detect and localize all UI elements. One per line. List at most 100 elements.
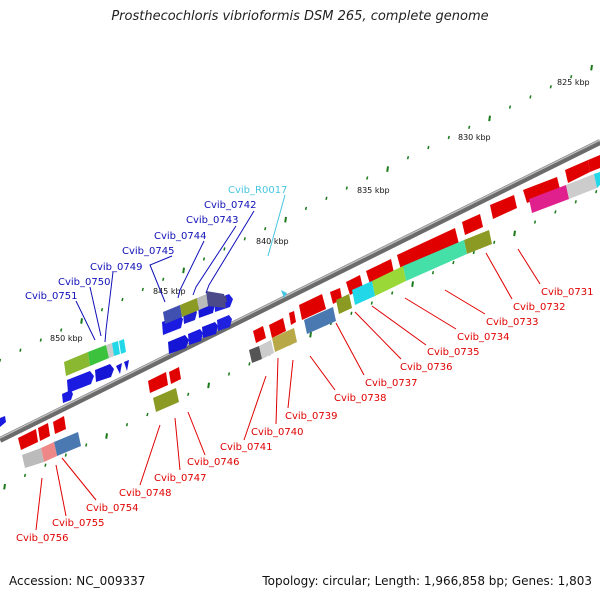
top-gene-labels: Cvib_R0017 Cvib_0742 Cvib_0743 Cvib_0744… xyxy=(25,185,287,302)
gene-feature[interactable] xyxy=(148,372,168,393)
scale-tick xyxy=(39,338,42,342)
scale-tick xyxy=(227,372,231,376)
scale-tick xyxy=(23,473,27,478)
gene-label[interactable]: Cvib_0732 xyxy=(513,302,565,313)
gene-label[interactable]: Cvib_0754 xyxy=(86,503,138,514)
gene-feature[interactable] xyxy=(462,214,483,235)
scale-tick xyxy=(411,281,414,287)
gene-label[interactable]: Cvib_0750 xyxy=(58,277,110,288)
gene-label[interactable]: Cvib_0751 xyxy=(25,291,77,302)
gene-feature[interactable] xyxy=(124,360,129,371)
forward-category-band xyxy=(64,291,227,376)
scale-tick xyxy=(508,105,512,109)
bottom-gene-labels: Cvib_0731 Cvib_0732 Cvib_0733 Cvib_0734 … xyxy=(16,287,593,544)
scale-tick xyxy=(493,240,496,244)
gene-feature[interactable] xyxy=(490,195,517,219)
gene-feature[interactable] xyxy=(565,160,590,183)
gene-label[interactable]: Cvib_0747 xyxy=(154,473,206,484)
gene-feature[interactable] xyxy=(0,416,6,427)
gene-label[interactable]: Cvib_0744 xyxy=(154,231,206,242)
scale-tick xyxy=(325,196,328,200)
gene-label[interactable]: Cvib_0734 xyxy=(457,332,509,343)
gene-label[interactable]: Cvib_0743 xyxy=(186,215,238,226)
scale-tick xyxy=(85,443,88,447)
scale-tick xyxy=(452,260,455,265)
gene-label[interactable]: Cvib_0742 xyxy=(204,200,256,211)
reverse-strand-genes xyxy=(18,155,600,450)
scale-tick xyxy=(549,85,552,89)
genome-backbone xyxy=(0,139,600,443)
scale-tick xyxy=(595,190,598,194)
scale-tick xyxy=(447,135,450,140)
gene-feature[interactable] xyxy=(38,423,50,441)
scale-tick xyxy=(100,308,104,312)
scale-tick xyxy=(386,166,389,172)
scale-tick xyxy=(44,463,47,467)
gene-feature[interactable] xyxy=(188,329,203,345)
gene-feature[interactable] xyxy=(289,311,296,325)
gene-label[interactable]: Cvib_0733 xyxy=(486,317,538,328)
gene-feature[interactable] xyxy=(95,364,114,382)
gene-label[interactable]: Cvib_0745 xyxy=(122,246,174,257)
scale-tick xyxy=(350,311,353,315)
gene-feature[interactable] xyxy=(299,294,326,320)
scale-tick xyxy=(19,348,22,352)
scale-tick xyxy=(121,297,124,302)
gene-feature[interactable] xyxy=(202,322,218,338)
scale-tick xyxy=(284,216,287,223)
scale-label: 825 kbp xyxy=(557,78,590,87)
scale-tick xyxy=(146,412,149,417)
gene-feature[interactable] xyxy=(253,326,266,343)
gene-feature[interactable] xyxy=(62,390,73,403)
scale-tick xyxy=(431,271,435,275)
gene-feature[interactable] xyxy=(397,228,459,270)
scale-tick xyxy=(345,186,348,190)
gene-label[interactable]: Cvib_0740 xyxy=(251,427,303,438)
gene-label[interactable]: Cvib_0731 xyxy=(541,287,593,298)
scale-tick xyxy=(243,237,246,241)
gene-feature[interactable] xyxy=(18,429,38,450)
gene-feature[interactable] xyxy=(116,363,122,374)
gene-label[interactable]: Cvib_R0017 xyxy=(228,185,287,196)
gene-feature[interactable] xyxy=(168,335,189,354)
scale-tick xyxy=(513,230,516,237)
gene-feature[interactable] xyxy=(269,318,286,338)
genome-summary-text: Topology: circular; Length: 1,966,858 bp… xyxy=(262,574,592,588)
gene-label[interactable]: Cvib_0746 xyxy=(187,457,239,468)
rna-feature[interactable] xyxy=(281,290,287,298)
gene-label[interactable]: Cvib_0737 xyxy=(365,378,417,389)
gene-feature[interactable] xyxy=(366,259,394,284)
gene-label[interactable]: Cvib_0738 xyxy=(334,393,386,404)
scale-tick xyxy=(3,483,6,490)
scale-tick xyxy=(406,156,410,160)
gene-feature[interactable] xyxy=(67,371,94,393)
scale-tick xyxy=(141,287,144,292)
gene-label[interactable]: Cvib_0749 xyxy=(90,262,142,273)
gene-feature[interactable] xyxy=(169,367,181,384)
scale-tick xyxy=(125,423,129,427)
reverse-category-band xyxy=(22,172,600,468)
gene-feature[interactable] xyxy=(523,177,560,203)
scale-tick xyxy=(162,277,165,281)
scale-tick xyxy=(366,176,369,180)
gene-feature[interactable] xyxy=(217,315,232,331)
scale-tick xyxy=(60,328,63,332)
gene-label[interactable]: Cvib_0736 xyxy=(400,362,452,373)
gene-label[interactable]: Cvib_0735 xyxy=(427,347,479,358)
scale-label: 830 kbp xyxy=(458,133,491,142)
map-title: Prosthecochloris vibrioformis DSM 265, c… xyxy=(111,9,489,24)
gene-label[interactable]: Cvib_0741 xyxy=(220,442,272,453)
scale-tick xyxy=(468,125,471,129)
scale-tick xyxy=(472,250,475,255)
scale-tick xyxy=(187,392,190,396)
gene-feature[interactable] xyxy=(588,155,600,172)
gene-label[interactable]: Cvib_0739 xyxy=(285,411,337,422)
forward-strand-genes xyxy=(0,290,287,427)
gene-feature[interactable] xyxy=(53,416,66,434)
gene-label[interactable]: Cvib_0756 xyxy=(16,533,68,544)
bottom-leader-lines xyxy=(35,248,541,531)
gene-label[interactable]: Cvib_0755 xyxy=(52,518,104,529)
gene-label[interactable]: Cvib_0748 xyxy=(119,488,171,499)
scale-label: 835 kbp xyxy=(357,186,390,195)
scale-label: 845 kbp xyxy=(153,287,186,296)
